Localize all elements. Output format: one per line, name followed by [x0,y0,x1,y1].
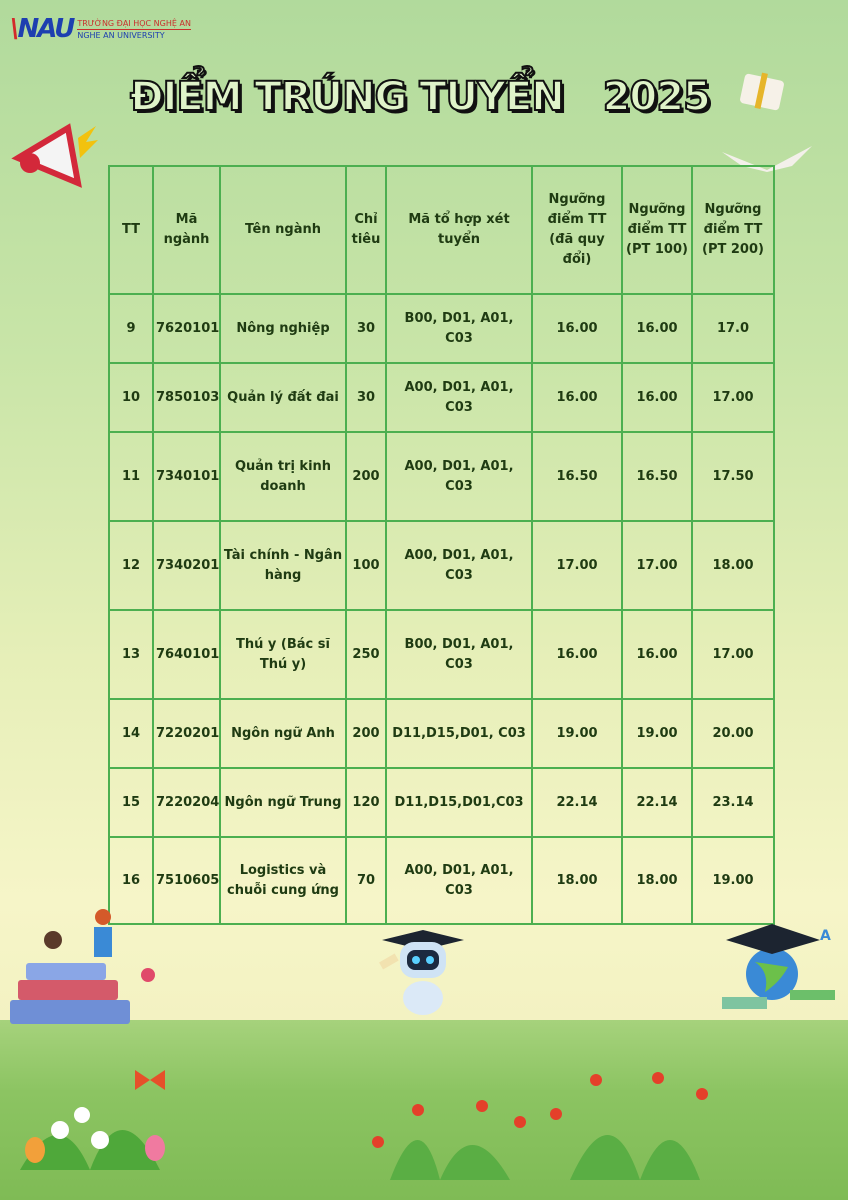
cell-ten-nganh: Ngôn ngữ Anh [219,698,347,769]
cell-ma-to-hop: A00, D01, A01, C03 [385,362,533,433]
cell-ma-to-hop: B00, D01, A01, C03 [385,609,533,700]
cell-nguong-quy-doi: 18.00 [531,836,623,925]
cell-ma-nganh: 7640101 [152,609,221,700]
cell-chi-tieu: 250 [345,609,387,700]
header-tt: TT [108,165,154,295]
cell-nguong-quy-doi: 16.50 [531,431,623,522]
cell-nguong-quy-doi: 16.00 [531,609,623,700]
header-nguong-pt100: Ngưỡng điểm TT (PT 100) [621,165,693,295]
flowers-illustration [20,1070,165,1170]
cell-nguong-pt100: 16.50 [621,431,693,522]
header-nguong-pt200: Ngưỡng điểm TT (PT 200) [691,165,775,295]
cell-chi-tieu: 100 [345,520,387,611]
cell-tt: 15 [108,767,154,838]
table-row: 14 7220201 Ngôn ngữ Anh 200 D11,D15,D01, C03… [108,698,775,769]
cell-ten-nganh: Quản trị kinh doanh [219,431,347,522]
cell-ma-to-hop: A00, D01, A01, C03 [385,836,533,925]
cell-chi-tieu: 120 [345,767,387,838]
logo-mark: \NAU [10,14,75,44]
cell-ten-nganh: Thú y (Bác sĩ Thú y) [219,609,347,700]
robot-graduate-illustration [379,930,464,1015]
cell-nguong-pt100: 16.00 [621,293,693,364]
table-row: 15 7220204 Ngôn ngữ Trung 120 D11,D15,D01,C0… [108,767,775,838]
table-row: 12 7340201 Tài chính - Ngân hàng 100 A00, D0… [108,520,775,611]
cell-nguong-pt100: 17.00 [621,520,693,611]
cell-ma-to-hop: A00, D01, A01, C03 [385,431,533,522]
cell-chi-tieu: 200 [345,698,387,769]
university-logo: \NAU TRƯỜNG ĐẠI HỌC NGHỆ AN NGHE AN UNIV… [10,14,191,44]
header-chi-tieu: Chỉ tiêu [345,165,387,295]
cell-nguong-pt100: 16.00 [621,362,693,433]
cell-chi-tieu: 70 [345,836,387,925]
cell-chi-tieu: 200 [345,431,387,522]
cell-nguong-pt100: 19.00 [621,698,693,769]
cell-nguong-pt200: 17.0 [691,293,775,364]
cell-tt: 10 [108,362,154,433]
cell-nguong-pt200: 17.00 [691,609,775,700]
logo-line2: NGHE AN UNIVERSITY [77,28,191,41]
table-row: 10 7850103 Quản lý đất đai 30 A00, D01, A01,… [108,362,775,433]
cell-nguong-pt200: 20.00 [691,698,775,769]
cell-ma-nganh: 7850103 [152,362,221,433]
header-ma-to-hop: Mã tổ hợp xét tuyển [385,165,533,295]
header-ma-nganh: Mã ngành [152,165,221,295]
globe-graduation-illustration: A [722,924,835,1009]
cell-nguong-pt200: 19.00 [691,836,775,925]
cell-ma-nganh: 7620101 [152,293,221,364]
cell-nguong-pt200: 17.00 [691,362,775,433]
students-reading-illustration [10,909,155,1024]
cell-nguong-pt200: 23.14 [691,767,775,838]
cell-nguong-quy-doi: 17.00 [531,520,623,611]
cell-nguong-pt100: 22.14 [621,767,693,838]
cell-chi-tieu: 30 [345,362,387,433]
cell-ten-nganh: Nông nghiệp [219,293,347,364]
cell-tt: 13 [108,609,154,700]
cell-nguong-pt200: 17.50 [691,431,775,522]
cell-nguong-pt100: 18.00 [621,836,693,925]
svg-text:A: A [820,928,831,944]
cell-ma-nganh: 7340101 [152,431,221,522]
gift-box-icon [740,72,784,111]
cell-tt: 9 [108,293,154,364]
cell-nguong-pt200: 18.00 [691,520,775,611]
cell-tt: 16 [108,836,154,925]
cell-nguong-quy-doi: 16.00 [531,293,623,364]
cell-nguong-quy-doi: 19.00 [531,698,623,769]
table-row: 16 7510605 Logistics và chuỗi cung ứng 70 A0… [108,836,775,925]
table-row: 11 7340101 Quản trị kinh doanh 200 A00, D01,… [108,431,775,522]
cell-nguong-quy-doi: 22.14 [531,767,623,838]
cell-ma-to-hop: A00, D01, A01, C03 [385,520,533,611]
cell-nguong-quy-doi: 16.00 [531,362,623,433]
logo-line1: TRƯỜNG ĐẠI HỌC NGHỆ AN [77,18,191,28]
cell-ma-nganh: 7220204 [152,767,221,838]
cell-ma-to-hop: B00, D01, A01, C03 [385,293,533,364]
cell-chi-tieu: 30 [345,293,387,364]
cell-ten-nganh: Ngôn ngữ Trung [219,767,347,838]
table-row: 9 7620101 Nông nghiệp 30 B00, D01, A01, C03 1… [108,293,775,364]
table-row: 13 7640101 Thú y (Bác sĩ Thú y) 250 B00, D01… [108,609,775,700]
cell-ma-nganh: 7220201 [152,698,221,769]
cell-ten-nganh: Quản lý đất đai [219,362,347,433]
cell-nguong-pt100: 16.00 [621,609,693,700]
megaphone-icon [11,123,98,188]
grass-flowers-illustration [372,1072,708,1180]
admission-scores-table: TT Mã ngành Tên ngành Chỉ tiêu Mã tổ hợp… [108,165,775,925]
cell-tt: 11 [108,431,154,522]
cell-ma-to-hop: D11,D15,D01, C03 [385,698,533,769]
page-title: ĐIỂM TRÚNG TUYỂN 2025 [129,73,712,121]
cell-ma-to-hop: D11,D15,D01,C03 [385,767,533,838]
cell-ten-nganh: Tài chính - Ngân hàng [219,520,347,611]
cell-ma-nganh: 7510605 [152,836,221,925]
cell-ma-nganh: 7340201 [152,520,221,611]
cell-tt: 14 [108,698,154,769]
table-header-row: TT Mã ngành Tên ngành Chỉ tiêu Mã tổ hợp… [108,165,775,295]
header-ten-nganh: Tên ngành [219,165,347,295]
cell-ten-nganh: Logistics và chuỗi cung ứng [219,836,347,925]
cell-tt: 12 [108,520,154,611]
header-nguong-quy-doi: Ngưỡng điểm TT (đã quy đổi) [531,165,623,295]
